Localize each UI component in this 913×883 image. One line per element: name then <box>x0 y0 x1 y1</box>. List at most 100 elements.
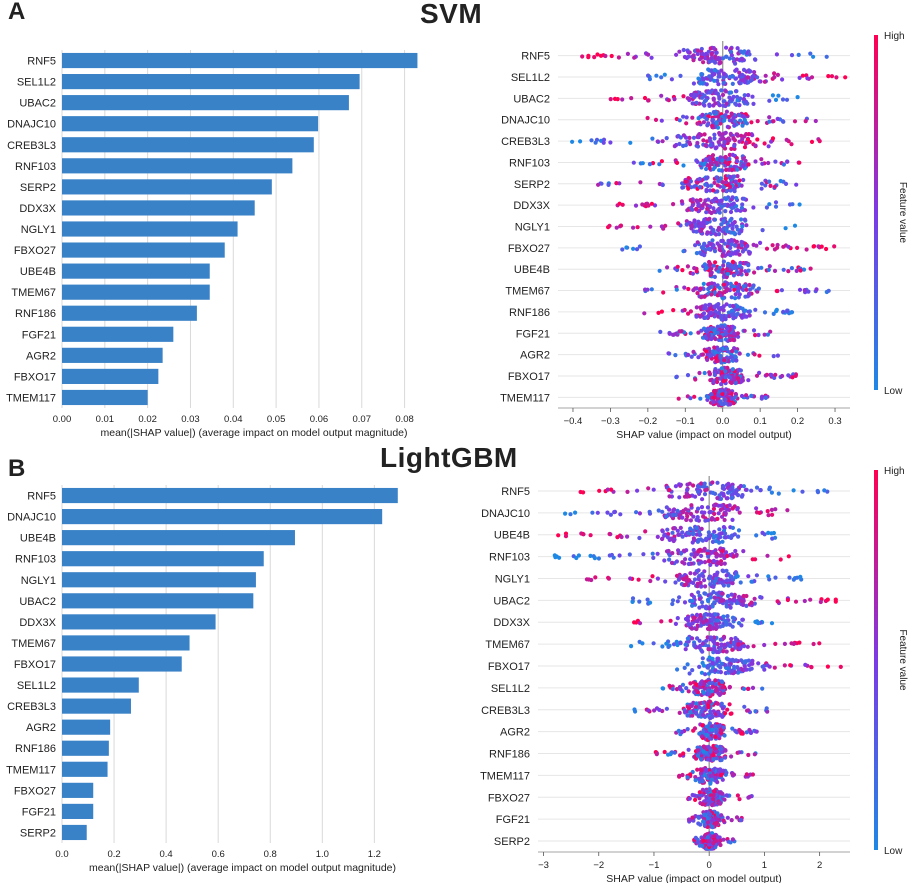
lgbm_beeswarm-point <box>589 577 594 583</box>
svm_beeswarm-point <box>723 375 728 380</box>
svm_beeswarm-point <box>715 330 720 335</box>
svm_beeswarm-point <box>731 260 736 265</box>
svm_beeswarm-point <box>730 349 735 354</box>
svm_bar-ytick-label: DNAJC10 <box>7 119 56 131</box>
lgbm_beeswarm-point <box>694 532 699 537</box>
lgbm_bar-xtick-label: 0.0 <box>55 849 68 860</box>
svm_beeswarm-point <box>732 287 737 292</box>
svm_beeswarm-point <box>719 222 724 227</box>
svm_beeswarm-point <box>680 185 685 190</box>
svm_beeswarm-point <box>724 109 730 114</box>
lgbm_beeswarm-point <box>787 575 792 580</box>
lgbm_beeswarm-point <box>744 603 749 609</box>
svm_beeswarm-point <box>690 271 696 276</box>
lgbm_beeswarm-point <box>691 483 696 488</box>
lgbm_beeswarm-point <box>708 562 713 568</box>
svm_beeswarm-point <box>738 118 743 123</box>
svm_beeswarm-point <box>719 338 724 343</box>
svm_beeswarm-point <box>802 288 807 293</box>
lgbm_beeswarm-point <box>698 617 703 622</box>
lgbm_beeswarm-point <box>754 485 760 490</box>
svm_beeswarm-point <box>713 356 719 361</box>
lgbm_beeswarm-point <box>727 684 733 690</box>
lgbm_beeswarm-point <box>685 487 690 493</box>
lgbm_beeswarm-point <box>689 552 694 557</box>
svm_beeswarm-point <box>784 97 790 102</box>
svm_beeswarm-point <box>691 135 697 140</box>
svm_beeswarm-point <box>733 119 738 124</box>
lgbm_beeswarm-point <box>660 686 665 691</box>
lgbm_beeswarm-point <box>704 638 709 643</box>
lgbm_beeswarm-point <box>666 532 671 537</box>
svm_beeswarm-point <box>707 74 712 79</box>
lgbm_beeswarm-point <box>717 540 722 545</box>
lgbm_beeswarm-point <box>694 701 699 706</box>
svm_beeswarm-point <box>737 231 742 236</box>
lgbm_beeswarm-point <box>678 753 683 758</box>
lgbm_beeswarm-point <box>694 710 699 715</box>
svm_beeswarm-point <box>707 346 712 351</box>
lgbm_beeswarm-point <box>697 664 702 670</box>
svm_beeswarm-point <box>786 269 791 274</box>
lgbm_beeswarm-point <box>671 538 676 544</box>
lgbm_beeswarm-point <box>709 689 714 694</box>
svm_beeswarm-point <box>659 118 664 123</box>
lgbm_beeswarm-point <box>749 488 754 493</box>
svm_beeswarm-point <box>746 309 751 314</box>
lgbm_beeswarm-point <box>744 772 749 777</box>
lgbm_beeswarm-point <box>684 686 689 691</box>
svm_beeswarm-point <box>578 139 583 144</box>
lgbm_beeswarm-point <box>769 531 774 536</box>
lgbm_beeswarm-point <box>714 756 719 761</box>
svm_beeswarm-point <box>686 352 691 357</box>
lgbm_beeswarm-point <box>811 641 816 647</box>
lgbm_beeswarm-point <box>723 620 729 625</box>
svm_beeswarm-point <box>725 124 730 129</box>
lgbm_beeswarm-point <box>655 534 660 540</box>
svm_beeswarm-point <box>731 115 736 120</box>
lgbm_beeswarm-point <box>717 790 722 795</box>
lgbm_beeswarm-point <box>741 484 747 489</box>
lgbm_beeswarm-point <box>697 790 702 795</box>
svm_beeswarm-point <box>702 161 707 166</box>
svm_beeswarm-point <box>734 251 739 256</box>
svm_beeswarm-point <box>723 130 728 135</box>
svm_beeswarm-point <box>747 282 752 288</box>
lgbm_beeswarm-point <box>680 772 685 778</box>
svm_beeswarm-point <box>717 285 722 291</box>
svm_beeswarm-point <box>746 132 752 137</box>
lgbm_beeswarm-point <box>725 496 730 501</box>
svm_beeswarm-point <box>774 52 780 57</box>
svm_beeswarm-xtick-label: −0.2 <box>638 416 657 427</box>
svm_beeswarm-point <box>727 402 733 407</box>
lgbm_beeswarm-point <box>729 592 734 597</box>
svm_beeswarm-point <box>723 401 728 406</box>
lgbm_beeswarm-point <box>710 727 715 732</box>
lgbm_beeswarm-point <box>710 817 715 823</box>
lgbm_beeswarm-point <box>695 753 701 758</box>
lgbm_beeswarm-point <box>735 793 741 798</box>
svm_beeswarm-point <box>708 188 713 193</box>
svm_beeswarm-point <box>696 330 701 335</box>
lgbm_bar-bar-rnf103 <box>62 551 264 567</box>
lgbm_beeswarm-point <box>722 797 727 802</box>
lgbm_beeswarm-point <box>645 597 650 602</box>
svm_beeswarm-point <box>720 180 725 185</box>
lgbm_beeswarm-point <box>718 801 723 806</box>
svm_beeswarm-point <box>711 46 716 51</box>
svm_beeswarm-point <box>728 218 733 223</box>
svm_beeswarm-point <box>750 94 755 99</box>
lgbm_beeswarm-point <box>699 709 704 714</box>
svm_beeswarm-point <box>751 101 756 106</box>
lgbm_beeswarm-point <box>700 600 705 605</box>
lgbm_beeswarm-point <box>747 794 752 800</box>
svm_beeswarm-point <box>672 144 677 149</box>
lgbm_beeswarm-point <box>711 796 716 802</box>
svm_beeswarm-point <box>718 399 723 404</box>
lgbm_bar-bar-dnajc10 <box>62 509 383 525</box>
lgbm_beeswarm-point <box>718 598 723 604</box>
lgbm_beeswarm-point <box>694 688 699 693</box>
svm_beeswarm-point <box>774 309 779 314</box>
svm_beeswarm-point <box>694 93 699 98</box>
svm_beeswarm-point <box>780 77 785 82</box>
